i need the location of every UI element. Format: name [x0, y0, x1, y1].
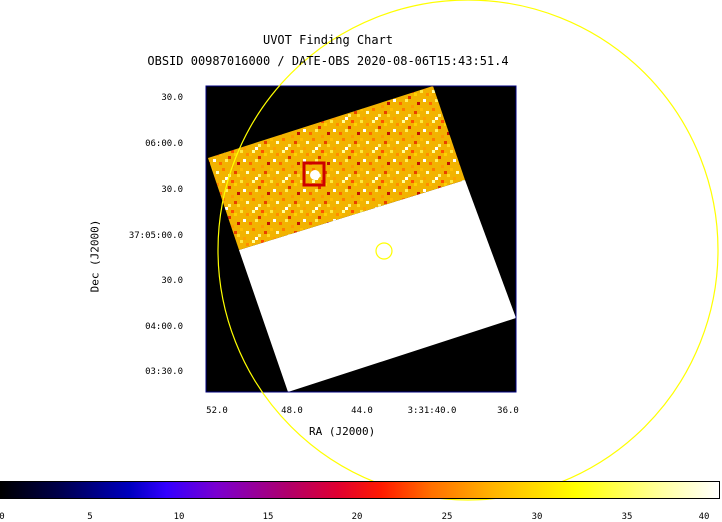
- y-tick-label: 30.0: [161, 185, 183, 195]
- error-circle-large: [217, 0, 719, 501]
- colorbar-tick-label: 40: [698, 512, 710, 522]
- exposure-region-noisy: [208, 86, 465, 250]
- chart-subtitle: OBSID 00987016000 / DATE-OBS 2020-08-06T…: [147, 54, 509, 68]
- colorbar-tick-label: 30: [531, 512, 543, 522]
- colorbar-tick-label: 25: [441, 512, 453, 522]
- colorbar-tick-label: 0: [0, 512, 5, 522]
- colorbar-tick-label: 35: [621, 512, 633, 522]
- image-frame: [205, 85, 517, 393]
- x-tick-label: 3:31:40.0: [407, 406, 457, 416]
- chart-title: UVOT Finding Chart: [262, 33, 394, 47]
- y-tick-label: 03:30.0: [145, 367, 183, 377]
- x-axis-title: RA (J2000): [309, 425, 376, 438]
- colorbar-tick-label: 5: [87, 512, 93, 522]
- x-tick-label: 36.0: [497, 406, 519, 416]
- y-tick-label: 30.0: [161, 276, 183, 286]
- y-tick-label: 06:00.0: [145, 139, 183, 149]
- source-marker: [302, 161, 326, 187]
- colorbar-tick-label: 10: [173, 512, 185, 522]
- y-tick-label: 30.0: [161, 93, 183, 103]
- colorbar: [0, 481, 720, 499]
- target-circle-small: [375, 242, 393, 260]
- x-tick-label: 52.0: [206, 406, 228, 416]
- y-tick-label: 37:05:00.0: [128, 231, 183, 241]
- y-axis-title: Dec (J2000): [88, 219, 102, 293]
- exposure-region: [239, 180, 516, 392]
- y-tick-label: 04:00.0: [145, 322, 183, 332]
- x-tick-label: 44.0: [351, 406, 373, 416]
- colorbar-tick-label: 15: [262, 512, 274, 522]
- bright-source: [310, 170, 320, 180]
- x-tick-label: 48.0: [281, 406, 303, 416]
- colorbar-tick-label: 20: [351, 512, 363, 522]
